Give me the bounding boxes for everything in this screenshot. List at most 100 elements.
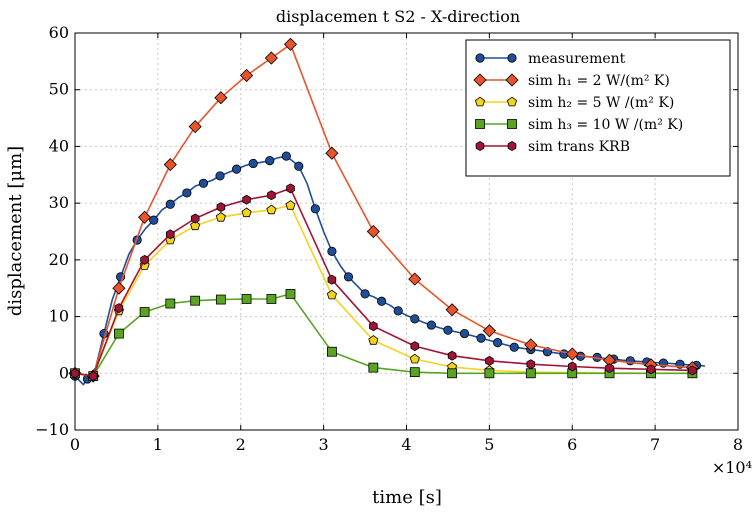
series-sim_h2 — [69, 200, 698, 381]
x-axis-label: time [s] — [372, 487, 442, 508]
legend-entry: sim h₃ = 10 W /(m² K) — [475, 117, 683, 133]
series-sim_h1 — [68, 37, 699, 383]
data-point — [507, 141, 517, 151]
data-point — [165, 199, 175, 209]
y-tick-label: 60 — [49, 23, 69, 42]
data-point — [190, 295, 201, 306]
y-tick-label: 30 — [49, 193, 69, 212]
data-point — [281, 151, 291, 161]
data-point — [443, 325, 453, 335]
data-point — [409, 353, 420, 364]
y-tick-label: 50 — [49, 80, 69, 99]
data-point — [248, 158, 258, 169]
data-point — [266, 204, 277, 215]
data-point — [190, 213, 200, 224]
data-point — [507, 53, 517, 63]
data-point — [475, 119, 485, 129]
data-point — [327, 246, 337, 256]
series-line — [74, 187, 693, 377]
legend-label: sim h₂ = 5 W /(m² K) — [528, 95, 674, 111]
data-point — [408, 272, 422, 286]
data-point — [88, 371, 98, 382]
series-measurement — [70, 151, 705, 386]
legend-label: measurement — [528, 51, 626, 67]
data-point — [475, 53, 485, 63]
data-point — [507, 119, 517, 129]
x-axis: 0 1 2 3 4 5 6 7 8 — [70, 33, 743, 454]
chart-title: displacemen t S2 - X-direction — [276, 7, 520, 26]
legend-entry: sim h₂ = 5 W /(m² K) — [474, 95, 674, 111]
data-point — [310, 204, 320, 214]
data-point — [114, 303, 124, 314]
data-point — [493, 338, 503, 348]
x-tick-label: 5 — [484, 435, 494, 454]
data-point — [286, 183, 295, 194]
data-point — [475, 141, 485, 151]
data-point — [285, 288, 296, 299]
data-point — [326, 289, 337, 300]
y-tick-label: 0 — [59, 363, 69, 382]
legend-entry: measurement — [475, 51, 626, 67]
y-tick-label: 40 — [49, 136, 69, 155]
data-point — [377, 296, 387, 306]
data-point — [138, 210, 152, 224]
legend-label: sim h₃ = 10 W /(m² K) — [528, 117, 683, 133]
data-point — [232, 164, 242, 174]
data-point — [646, 364, 656, 375]
data-point — [447, 368, 457, 379]
legend-entry: sim trans KRB — [475, 139, 630, 155]
data-point — [265, 156, 275, 166]
legend: measurement sim h₁ = 2 W/(m² K) sim h₂ = 5… — [465, 39, 731, 177]
data-point — [484, 368, 495, 379]
data-point — [285, 200, 296, 210]
data-point — [140, 254, 149, 265]
legend-box — [465, 39, 731, 177]
data-point — [368, 335, 379, 345]
data-point — [485, 355, 494, 366]
data-point — [327, 274, 337, 285]
data-point — [114, 328, 124, 339]
x-tick-label: 3 — [319, 435, 329, 454]
y-tick-label: 10 — [49, 307, 69, 326]
data-point — [190, 220, 201, 231]
data-point — [241, 294, 252, 304]
x-tick-label: 1 — [153, 435, 163, 454]
data-point — [505, 73, 519, 87]
data-point — [482, 324, 496, 338]
data-point — [410, 341, 420, 352]
legend-entry: sim h₁ = 2 W/(m² K) — [473, 73, 670, 89]
data-point — [215, 171, 225, 181]
data-point — [267, 190, 276, 201]
data-point — [242, 194, 251, 205]
x-axis-multiplier: ×10⁴ — [712, 458, 752, 477]
data-point — [565, 347, 579, 361]
data-point — [474, 96, 486, 107]
data-point — [368, 362, 379, 373]
data-point — [509, 342, 519, 352]
data-point — [325, 146, 339, 160]
data-point — [343, 272, 354, 282]
data-point — [215, 294, 226, 305]
data-point — [283, 37, 298, 51]
y-axis-label: displacement [μm] — [5, 146, 26, 316]
data-point — [214, 91, 228, 105]
data-point — [327, 346, 337, 357]
y-tick-label: −10 — [35, 420, 69, 439]
series-line — [74, 155, 705, 386]
data-point — [294, 161, 304, 171]
data-point — [163, 158, 177, 172]
data-point — [366, 224, 380, 239]
legend-label: sim h₁ = 2 W/(m² K) — [528, 73, 670, 89]
series-sim_trans — [70, 183, 697, 382]
data-point — [215, 212, 226, 222]
data-point — [112, 281, 126, 295]
y-tick-label: 20 — [49, 250, 69, 269]
data-point — [476, 333, 486, 343]
data-point — [264, 51, 278, 65]
data-point — [447, 350, 457, 361]
data-point — [506, 96, 518, 107]
x-tick-label: 7 — [650, 435, 660, 454]
x-tick-label: 4 — [401, 435, 411, 454]
x-tick-label: 2 — [236, 435, 246, 454]
